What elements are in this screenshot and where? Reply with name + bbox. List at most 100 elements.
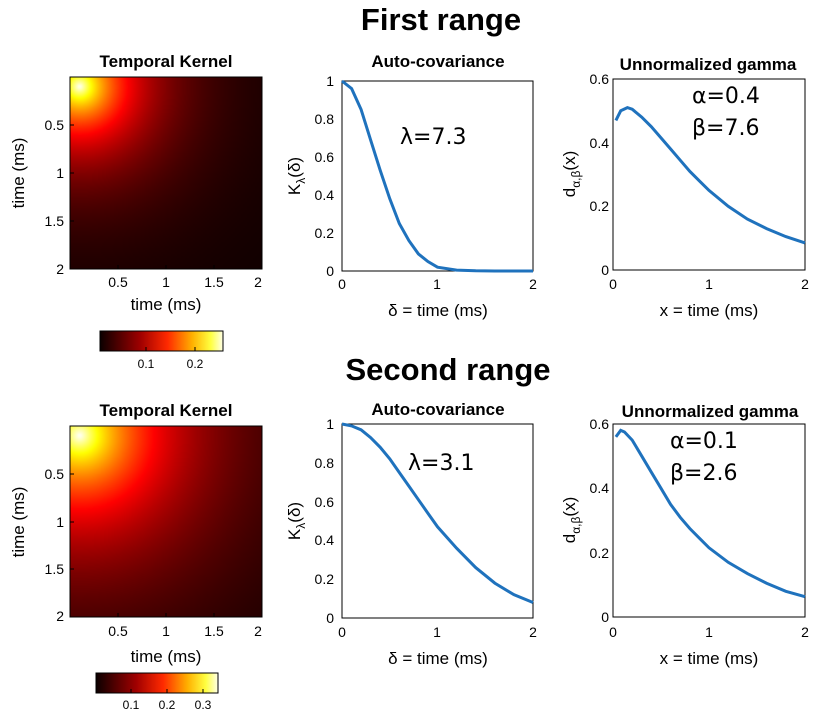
y-tick-label: 1 <box>326 73 334 89</box>
colorbar: 0.1 0.2 0.3 <box>95 672 219 712</box>
y-tick-label: 0.2 <box>315 225 335 241</box>
x-tick-label: 2 <box>529 624 537 640</box>
x-axis-label: δ = time (ms) <box>388 649 488 668</box>
x-tick-label: 0.5 <box>108 274 128 290</box>
x-axis-label: δ = time (ms) <box>388 301 488 320</box>
x-tick-label: 2 <box>801 276 809 292</box>
colorbar-gradient <box>95 672 219 694</box>
y-axis-label-sub: α,β <box>569 517 583 534</box>
x-tick-labels: 0.5 1 1.5 2 <box>108 265 262 290</box>
x-tick-labels: 0 1 2 <box>338 624 537 640</box>
kernel-heatmap-image <box>70 426 262 617</box>
y-axis-label: time (ms) <box>9 487 28 558</box>
x-tick-label: 1 <box>705 624 713 640</box>
y-axis-label-tail: (x) <box>560 151 579 171</box>
panel-title: Auto-covariance <box>371 400 504 419</box>
gamma-panel: Unnormalized gamma α=0.1 β=2.6 0 0.2 0.4… <box>560 402 809 668</box>
y-axis-label: Kλ(δ) <box>285 502 308 540</box>
y-tick-label: 0.8 <box>315 111 335 127</box>
y-axis-label: dα,β(x) <box>560 497 583 543</box>
gamma-curve <box>614 105 806 245</box>
panel-title: Unnormalized gamma <box>622 402 799 421</box>
alpha-annotation: α=0.4 <box>692 84 760 109</box>
alpha-annotation: α=0.1 <box>670 429 738 454</box>
y-tick-label: 0 <box>326 610 334 626</box>
x-tick-label: 2 <box>254 274 262 290</box>
x-tick-labels: 0 1 2 <box>338 276 537 292</box>
x-tick-labels: 0 1 2 <box>609 624 809 640</box>
panel-title: Unnormalized gamma <box>620 55 797 74</box>
y-tick-label: 0.8 <box>315 455 335 471</box>
y-axis-label-main: d <box>560 534 579 543</box>
y-tick-label: 0.6 <box>315 149 335 165</box>
y-axis-label-main: d <box>560 188 579 197</box>
section-title: Second range <box>346 352 551 387</box>
gamma-curve <box>614 428 806 599</box>
x-tick-label: 0 <box>338 276 346 292</box>
x-tick-label: 0.5 <box>108 623 128 639</box>
y-tick-label: 2 <box>56 261 64 277</box>
x-tick-label: 1.5 <box>204 274 224 290</box>
beta-annotation: β=2.6 <box>670 461 737 486</box>
y-tick-label: 0 <box>601 262 609 278</box>
x-tick-label: 1 <box>433 624 441 640</box>
axes-frame <box>341 80 534 272</box>
y-tick-label: 0.4 <box>315 187 335 203</box>
y-axis-label: Kλ(δ) <box>285 157 308 195</box>
y-axis-label-main: K <box>285 528 304 540</box>
x-tick-label: 0 <box>609 624 617 640</box>
y-tick-label: 0.2 <box>590 198 610 214</box>
lambda-annotation: λ=7.3 <box>400 125 466 150</box>
colorbar-gradient <box>99 330 224 352</box>
y-axis-label: dα,β(x) <box>560 151 583 197</box>
y-tick-label: 0.2 <box>315 571 335 587</box>
y-axis-label-tail: (x) <box>560 497 579 517</box>
panel-title: Temporal Kernel <box>100 401 233 420</box>
y-tick-label: 0.5 <box>45 117 65 133</box>
x-tick-label: 0 <box>609 276 617 292</box>
colorbar-tick-label: 0.1 <box>123 698 140 712</box>
y-tick-labels: 0 0.2 0.4 0.6 <box>590 416 610 625</box>
x-tick-labels: 0.5 1 1.5 2 <box>108 613 262 639</box>
x-tick-label: 2 <box>801 624 809 640</box>
y-tick-label: 0.6 <box>590 71 610 87</box>
x-tick-label: 1 <box>433 276 441 292</box>
axes-frame <box>612 423 806 618</box>
colorbar: 0.1 0.2 <box>99 330 224 371</box>
y-tick-label: 0.6 <box>590 416 610 432</box>
y-axis-label-sub: α,β <box>569 171 583 188</box>
axes-frame <box>341 423 534 619</box>
y-axis-label-sub: λ <box>294 178 308 184</box>
y-tick-labels: 0.5 1 1.5 2 <box>45 117 74 277</box>
y-tick-label: 0.4 <box>590 135 610 151</box>
x-tick-label: 2 <box>529 276 537 292</box>
x-tick-labels: 0 1 2 <box>609 276 809 292</box>
autocov-panel: Auto-covariance λ=7.3 0 0.2 0.4 0.6 0.8 … <box>285 52 537 320</box>
panel-title: Temporal Kernel <box>100 52 233 71</box>
y-axis-label-main: K <box>285 183 304 195</box>
x-axis-label: time (ms) <box>131 647 202 666</box>
y-tick-label: 0 <box>326 263 334 279</box>
x-axis-label: x = time (ms) <box>660 649 759 668</box>
autocov-panel: Auto-covariance λ=3.1 0 0.2 0.4 0.6 0.8 … <box>285 400 537 668</box>
x-axis-label: time (ms) <box>131 295 202 314</box>
y-tick-label: 0.5 <box>45 466 65 482</box>
lambda-annotation: λ=3.1 <box>408 451 474 476</box>
autocov-curve <box>341 422 534 604</box>
beta-annotation: β=7.6 <box>692 116 759 141</box>
y-tick-label: 2 <box>56 608 64 624</box>
y-tick-label: 1 <box>56 514 64 530</box>
colorbar-tick-label: 0.2 <box>187 357 204 371</box>
axes-frame <box>612 78 806 271</box>
section-title: First range <box>361 2 521 37</box>
x-tick-label: 2 <box>254 623 262 639</box>
y-tick-label: 0.2 <box>590 545 610 561</box>
y-tick-label: 0 <box>601 609 609 625</box>
y-tick-label: 0.4 <box>590 480 610 496</box>
y-tick-label: 1.5 <box>45 213 65 229</box>
colorbar-tick-label: 0.1 <box>138 357 155 371</box>
colorbar-tick-label: 0.2 <box>159 698 176 712</box>
x-tick-label: 1.5 <box>204 623 224 639</box>
x-axis-label: x = time (ms) <box>660 301 759 320</box>
